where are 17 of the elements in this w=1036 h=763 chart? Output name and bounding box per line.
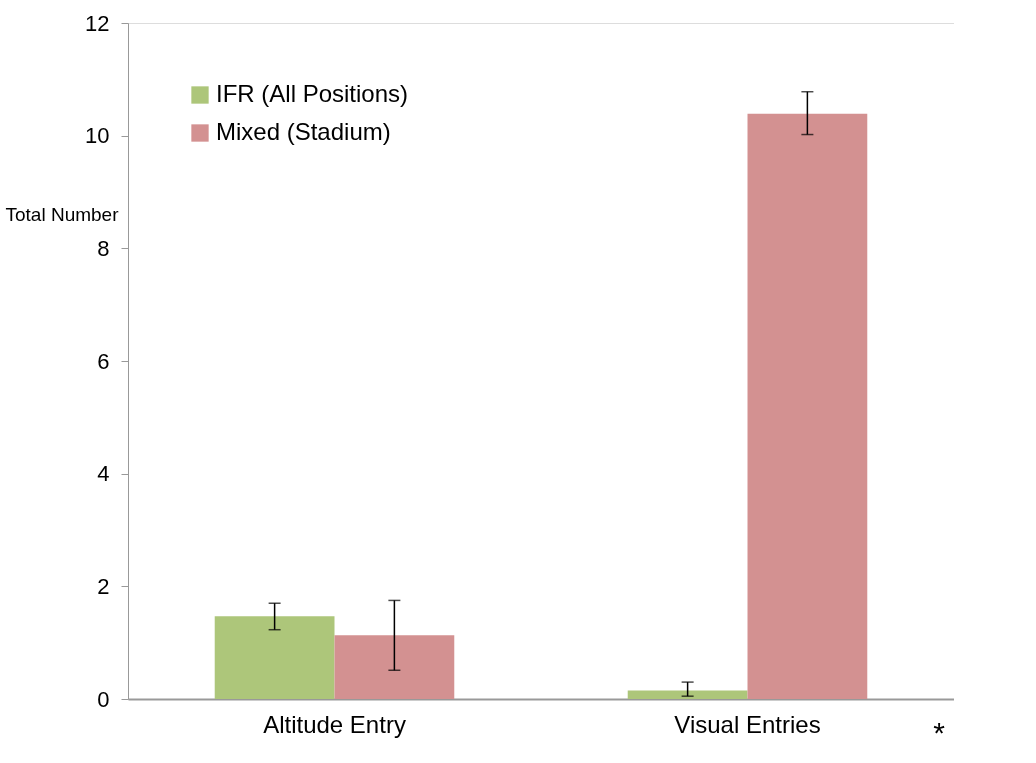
y-tick-label: 12 [85,10,110,36]
bar [627,690,748,699]
y-tick-label: 8 [97,235,110,261]
y-axis-title: Total Number [5,204,120,226]
legend-label: IFR (All Positions) [216,80,409,107]
x-tick-label: Visual Entries [674,710,821,738]
y-tick-label: 4 [97,461,110,487]
y-tick-label: 10 [85,123,110,149]
bar [747,113,868,699]
text: * [933,716,946,749]
bar [334,635,455,699]
x-tick-label: Altitude Entry [263,710,406,738]
legend-label: Mixed (Stadium) [216,118,391,145]
y-tick-label: 0 [97,686,110,712]
y-tick-label: 6 [97,348,110,374]
y-tick-label: 2 [97,573,110,599]
bar [214,616,335,699]
